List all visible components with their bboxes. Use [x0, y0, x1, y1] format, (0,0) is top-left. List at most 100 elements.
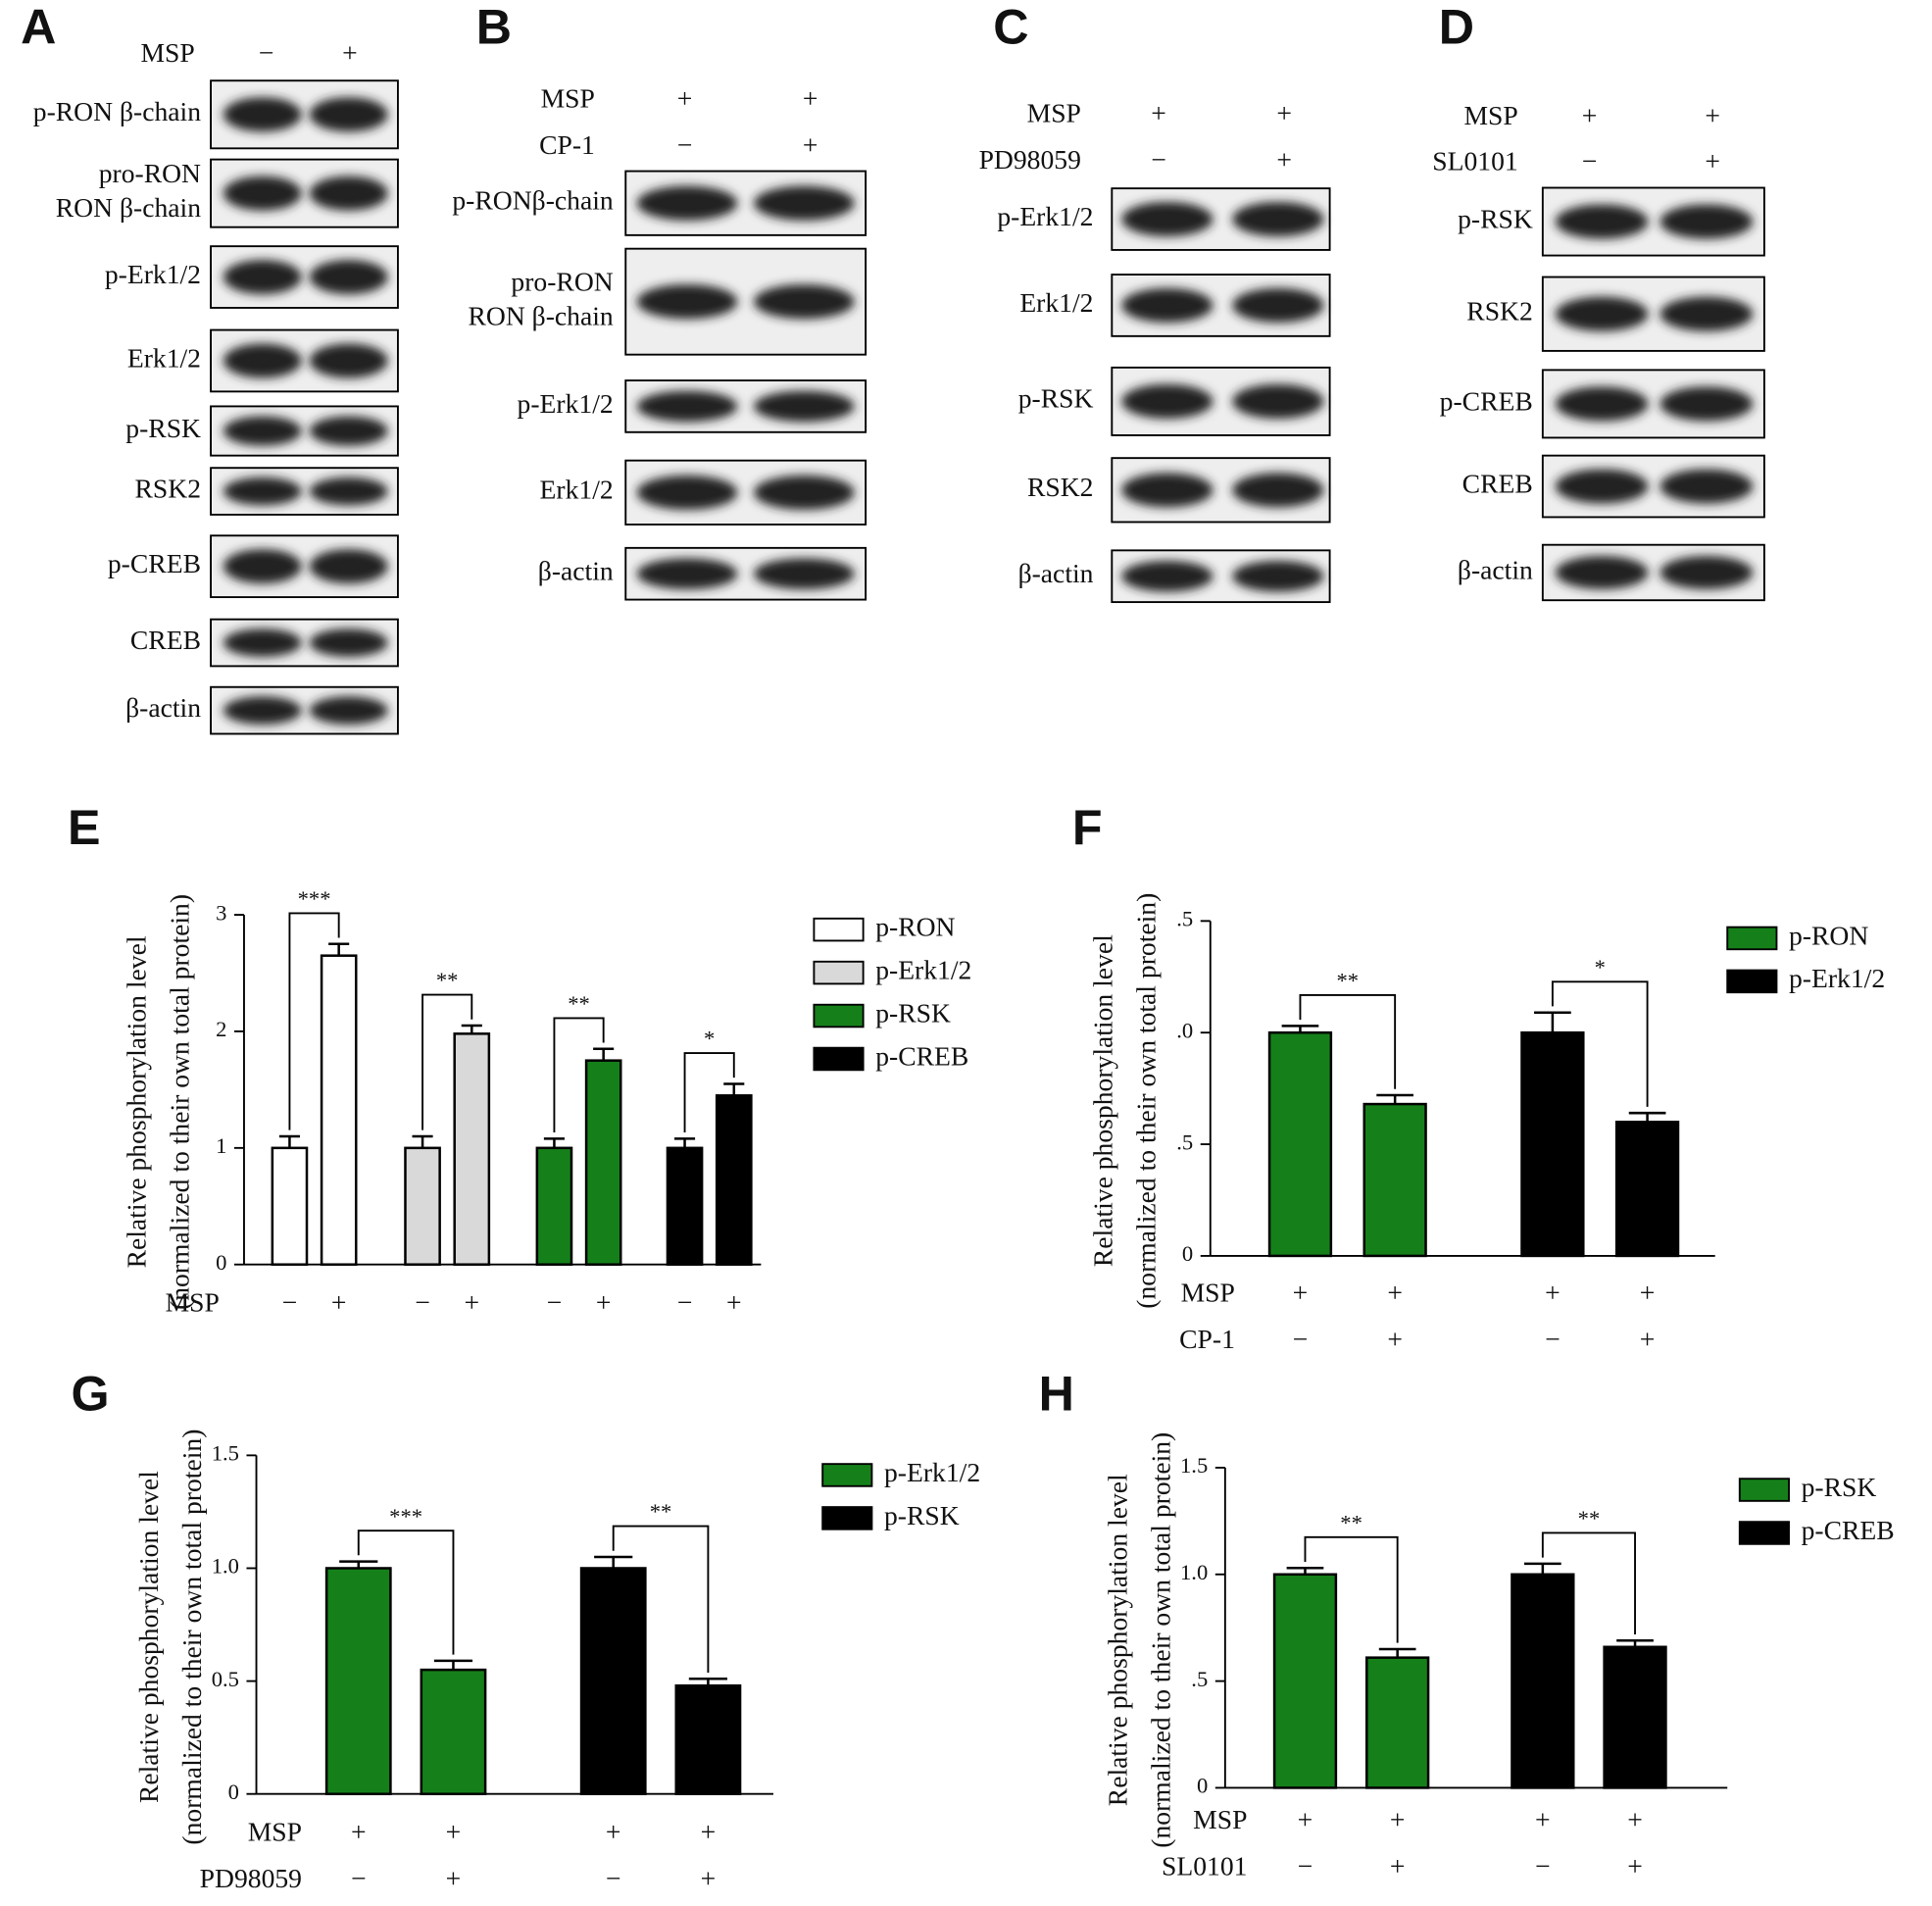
legend-swatch	[813, 960, 865, 985]
bar	[1603, 1645, 1667, 1789]
condition-sign: +	[331, 1287, 347, 1318]
blot-band	[753, 390, 855, 423]
legend-label: p-RSK	[884, 1500, 960, 1530]
blot-row-label: p-CREB	[1440, 385, 1533, 416]
legend-swatch	[821, 1506, 873, 1530]
blot-band	[636, 284, 738, 320]
blot-band	[1232, 287, 1324, 324]
legend-label: p-CREB	[875, 1040, 968, 1071]
blot-row-label: p-Erk1/2	[105, 259, 201, 289]
y-tick-label: .5	[1191, 1667, 1208, 1691]
blot-band	[309, 343, 388, 378]
condition-name: MSP	[248, 1817, 302, 1847]
y-tick-label: 0	[1197, 1774, 1208, 1798]
blot-band	[1555, 386, 1649, 422]
y-tick-label: 1.5	[212, 1441, 239, 1466]
blot-band	[309, 416, 388, 446]
blot-row-label: p-Erk1/2	[997, 201, 1093, 231]
blot-band	[1555, 469, 1649, 504]
significance-label: *	[704, 1027, 715, 1051]
bar	[1272, 1573, 1338, 1789]
blot-band	[223, 259, 302, 295]
blot-band	[309, 628, 388, 657]
panel-letter: D	[1439, 0, 1474, 55]
condition-name: PD98059	[200, 1863, 302, 1893]
condition-sign: +	[1390, 1851, 1406, 1881]
panel-letter: A	[21, 0, 56, 55]
condition-sign: −	[351, 1863, 367, 1893]
condition-sign: +	[446, 1817, 462, 1847]
significance-label: **	[650, 1499, 672, 1524]
significance-label: **	[1578, 1506, 1601, 1530]
bar	[715, 1094, 753, 1266]
bar	[453, 1032, 491, 1266]
y-axis-label: (normalized to their own total protein)	[1145, 1432, 1175, 1848]
blot-band	[1555, 556, 1649, 589]
blot-row-label: Erk1/2	[540, 475, 614, 505]
blot-row-label: p-RON β-chain	[33, 96, 201, 126]
blot-band	[636, 558, 738, 590]
condition-sign: −	[1293, 1324, 1309, 1354]
panel-letter: B	[476, 0, 512, 55]
condition-sign: +	[1387, 1324, 1403, 1354]
blot-band	[1121, 201, 1214, 237]
blot-row-label: RON β-chain	[56, 192, 201, 223]
condition-sign: +	[596, 1287, 612, 1318]
blot-row-label: CREB	[130, 625, 201, 655]
condition-sign: +	[701, 1863, 717, 1893]
significance-label: **	[1337, 969, 1360, 993]
condition-sign: −	[1535, 1851, 1551, 1881]
legend-swatch	[813, 1046, 865, 1072]
blot-band	[223, 416, 302, 446]
bar	[404, 1146, 441, 1266]
blot-band	[636, 475, 738, 510]
blot-band	[1660, 469, 1754, 504]
condition-sign: +	[803, 82, 818, 113]
condition-sign: −	[282, 1287, 298, 1318]
panel-letter: F	[1072, 800, 1103, 855]
bar	[1365, 1656, 1430, 1789]
blot-band	[1121, 287, 1214, 324]
blot-band	[636, 390, 738, 423]
condition-sign: +	[446, 1863, 462, 1893]
bar	[666, 1146, 704, 1266]
blot-band	[309, 696, 388, 725]
y-tick-label: 0.5	[212, 1667, 239, 1691]
blot-band	[223, 343, 302, 378]
legend-label: p-RON	[875, 911, 955, 941]
y-tick-label: .5	[1176, 907, 1193, 931]
blot-band	[1121, 560, 1214, 592]
condition-sign: −	[1545, 1324, 1560, 1354]
significance-bracket	[1541, 1531, 1636, 1634]
legend-label: p-CREB	[1802, 1515, 1895, 1545]
y-tick-label: 0	[216, 1250, 226, 1275]
blot-row-label: p-CREB	[108, 548, 201, 578]
condition-sign: +	[1276, 97, 1292, 127]
condition-name: MSP	[166, 1287, 220, 1318]
blot-row-label: pro-RON	[99, 158, 201, 188]
blot-row-label: pro-RON	[511, 266, 613, 296]
blot-band	[753, 185, 855, 221]
legend-label: p-RSK	[1802, 1472, 1877, 1502]
blot-row-label: β-actin	[538, 556, 614, 586]
condition-sign: −	[606, 1863, 621, 1893]
y-tick-label: 2	[216, 1017, 226, 1041]
blot-band	[223, 97, 302, 132]
condition-sign: +	[1627, 1804, 1643, 1834]
y-tick-label: 1.5	[1180, 1453, 1208, 1478]
condition-name: MSP	[1463, 100, 1517, 130]
legend-label: p-Erk1/2	[884, 1457, 980, 1487]
significance-bracket	[1551, 980, 1649, 1107]
blot-band	[1232, 201, 1324, 237]
significance-bracket	[357, 1530, 455, 1655]
blot-band	[1232, 383, 1324, 419]
significance-bracket	[1304, 1535, 1399, 1643]
blot-band	[223, 476, 302, 506]
bar	[1511, 1573, 1575, 1789]
blot-band	[223, 628, 302, 657]
condition-sign: +	[1705, 100, 1720, 130]
blot-band	[1555, 296, 1649, 331]
panel-letter: E	[68, 800, 101, 855]
blot-row-label: p-RSK	[1018, 383, 1094, 414]
